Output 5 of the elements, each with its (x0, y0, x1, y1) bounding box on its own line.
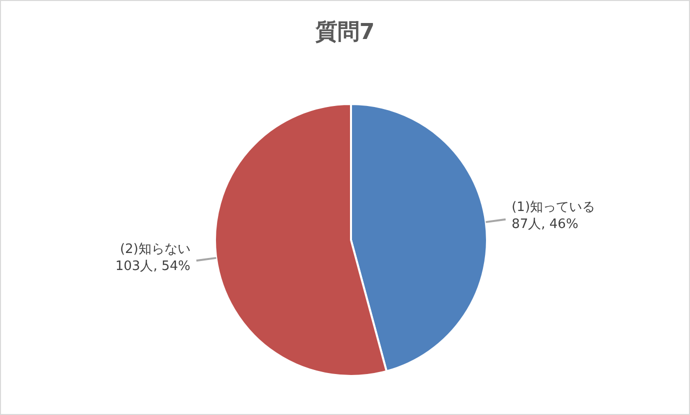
data-label: 87人, 46% (512, 217, 578, 232)
data-label: 103人, 54% (115, 258, 190, 274)
slice-label: (2)知らない (120, 242, 190, 257)
chart-title: 質問7 (314, 19, 376, 47)
slice-label: (1)知っている (512, 200, 596, 216)
